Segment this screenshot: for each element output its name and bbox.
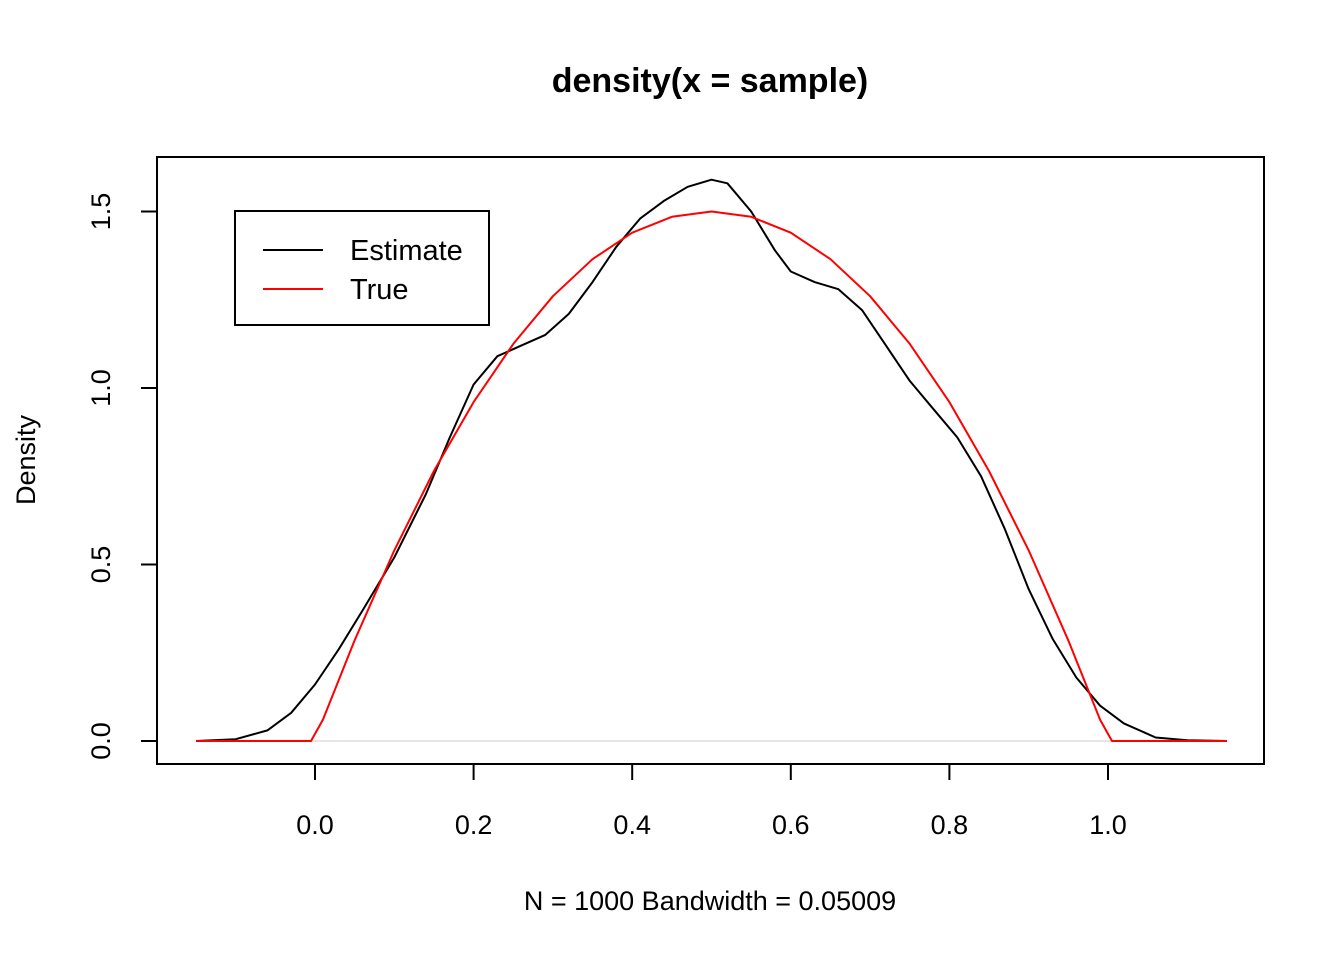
x-tick-label: 0.8 [931,810,969,840]
x-tick-label: 0.2 [455,810,493,840]
series-line-true [196,210,1227,742]
x-tick-label: 0.4 [613,810,651,840]
x-axis: 0.0 0.2 0.4 0.6 0.8 1.0 [296,763,1127,840]
chart-title: density(x = sample) [552,62,869,100]
series-layer [196,178,1227,742]
y-tick-label: 0.0 [86,722,116,760]
legend-label-true: True [350,274,409,306]
series-line-estimate [196,178,1227,742]
legend: Estimate True [234,210,490,326]
y-tick-label: 1.0 [86,369,116,407]
x-tick-label: 0.6 [772,810,810,840]
x-axis-label: N = 1000 Bandwidth = 0.05009 [524,886,896,916]
x-tick-label: 0.0 [296,810,334,840]
legend-box [234,210,490,326]
legend-label-estimate: Estimate [350,235,463,267]
x-tick-label: 1.0 [1089,810,1127,840]
y-axis: 0.0 0.5 1.0 1.5 [86,193,158,760]
y-tick-label: 1.5 [86,193,116,231]
y-axis-label: Density [11,414,41,505]
y-tick-label: 0.5 [86,546,116,584]
